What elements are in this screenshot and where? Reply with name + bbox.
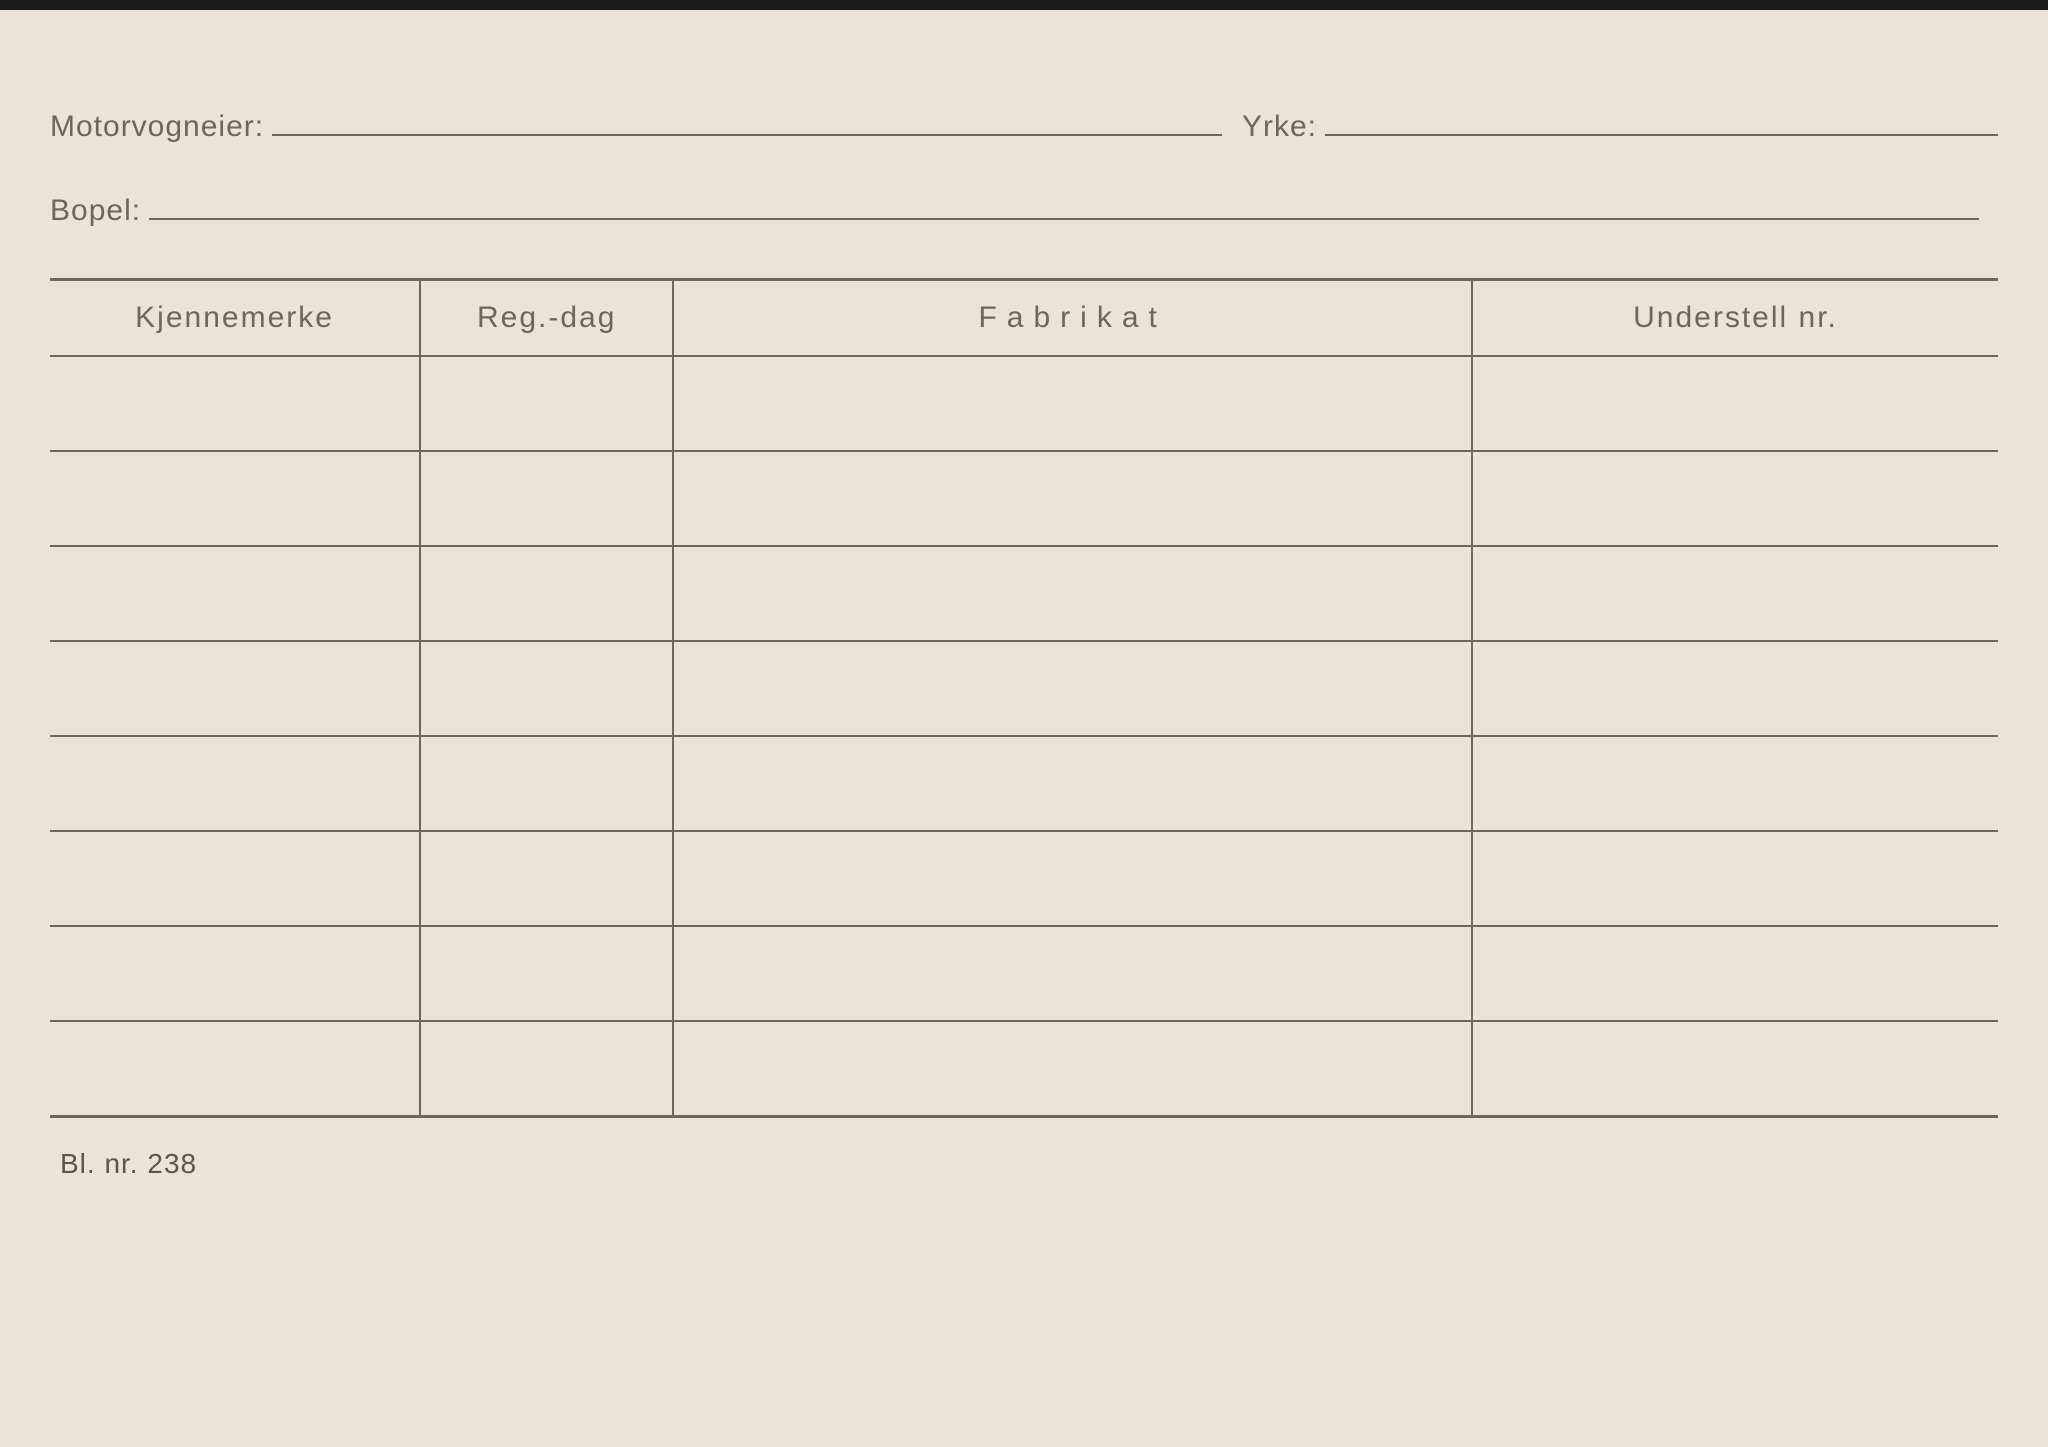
cell-understell[interactable]	[1472, 641, 1998, 736]
occupation-label: Yrke:	[1242, 110, 1317, 144]
occupation-value-line[interactable]	[1325, 134, 1998, 136]
table-row	[50, 641, 1998, 736]
field-row-2: Bopel:	[50, 194, 1998, 228]
cell-understell[interactable]	[1472, 736, 1998, 831]
cell-regdag[interactable]	[420, 641, 673, 736]
residence-field-group: Bopel:	[50, 194, 149, 228]
col-header-regdag: Reg.-dag	[420, 280, 673, 357]
residence-label: Bopel:	[50, 194, 141, 228]
table-row	[50, 736, 1998, 831]
cell-regdag[interactable]	[420, 831, 673, 926]
cell-fabrikat[interactable]	[673, 451, 1472, 546]
table-row	[50, 831, 1998, 926]
cell-kjennemerke[interactable]	[50, 451, 420, 546]
table-row	[50, 926, 1998, 1021]
owner-label: Motorvogneier:	[50, 110, 264, 144]
table-body	[50, 356, 1998, 1116]
cell-kjennemerke[interactable]	[50, 641, 420, 736]
cell-fabrikat[interactable]	[673, 641, 1472, 736]
col-header-kjennemerke: Kjennemerke	[50, 280, 420, 357]
cell-regdag[interactable]	[420, 356, 673, 451]
table-row	[50, 1021, 1998, 1116]
cell-fabrikat[interactable]	[673, 831, 1472, 926]
cell-understell[interactable]	[1472, 546, 1998, 641]
cell-kjennemerke[interactable]	[50, 736, 420, 831]
cell-understell[interactable]	[1472, 451, 1998, 546]
form-number: Bl. nr. 238	[60, 1148, 1998, 1180]
cell-understell[interactable]	[1472, 356, 1998, 451]
cell-fabrikat[interactable]	[673, 356, 1472, 451]
cell-regdag[interactable]	[420, 546, 673, 641]
table-row	[50, 546, 1998, 641]
table-row	[50, 451, 1998, 546]
table-header-row: Kjennemerke Reg.-dag Fabrikat Understell…	[50, 280, 1998, 357]
registration-card: Motorvogneier: Yrke: Bopel: Kjennemerke …	[0, 10, 2048, 1210]
cell-regdag[interactable]	[420, 1021, 673, 1116]
cell-regdag[interactable]	[420, 736, 673, 831]
cell-regdag[interactable]	[420, 926, 673, 1021]
owner-field-group: Motorvogneier:	[50, 110, 272, 144]
table-row	[50, 356, 1998, 451]
col-header-understell: Understell nr.	[1472, 280, 1998, 357]
cell-understell[interactable]	[1472, 1021, 1998, 1116]
residence-value-line[interactable]	[149, 218, 1979, 220]
cell-kjennemerke[interactable]	[50, 546, 420, 641]
cell-fabrikat[interactable]	[673, 926, 1472, 1021]
cell-kjennemerke[interactable]	[50, 831, 420, 926]
cell-kjennemerke[interactable]	[50, 356, 420, 451]
cell-fabrikat[interactable]	[673, 736, 1472, 831]
owner-value-line[interactable]	[272, 134, 1222, 136]
cell-kjennemerke[interactable]	[50, 1021, 420, 1116]
cell-fabrikat[interactable]	[673, 546, 1472, 641]
cell-fabrikat[interactable]	[673, 1021, 1472, 1116]
field-row-1: Motorvogneier: Yrke:	[50, 110, 1998, 144]
cell-kjennemerke[interactable]	[50, 926, 420, 1021]
registration-table: Kjennemerke Reg.-dag Fabrikat Understell…	[50, 278, 1998, 1118]
occupation-field-group: Yrke:	[1242, 110, 1325, 144]
col-header-fabrikat: Fabrikat	[673, 280, 1472, 357]
cell-understell[interactable]	[1472, 831, 1998, 926]
cell-regdag[interactable]	[420, 451, 673, 546]
cell-understell[interactable]	[1472, 926, 1998, 1021]
